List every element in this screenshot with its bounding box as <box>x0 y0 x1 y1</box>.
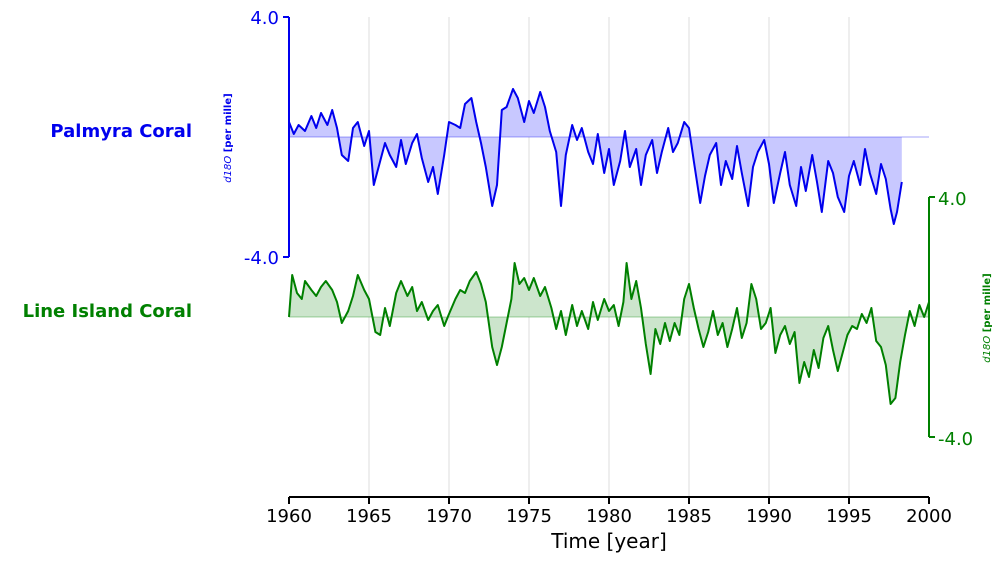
line-island-y-axis-label: d18O [per mille] <box>982 273 993 362</box>
x-tick-label: 2000 <box>906 506 952 527</box>
palmyra-row-label: Palmyra Coral <box>50 121 192 142</box>
line-island-y-tick-label-top: 4.0 <box>938 189 967 210</box>
line-island-fill <box>289 263 929 404</box>
palmyra-y-axis-label: d18O [per mille] <box>223 93 234 182</box>
line-island-line <box>288 262 930 405</box>
line-island-row-label: Line Island Coral <box>23 301 192 322</box>
series-fill-area <box>289 89 902 224</box>
palmyra-fill <box>289 89 902 224</box>
series-line <box>288 262 930 405</box>
baselines <box>289 136 929 318</box>
x-tick-label: 1990 <box>746 506 792 527</box>
palmyra-line <box>288 88 903 225</box>
series-fill-area <box>289 263 929 404</box>
x-axis-label: Time [year] <box>550 529 667 553</box>
x-tick-label: 1975 <box>506 506 552 527</box>
x-tick-label: 1980 <box>586 506 632 527</box>
x-tick-label: 1985 <box>666 506 712 527</box>
x-tick-label: 1965 <box>346 506 392 527</box>
x-tick-label: 1970 <box>426 506 472 527</box>
palmyra-y-tick-label-top: 4.0 <box>250 8 279 29</box>
series-line <box>288 88 903 225</box>
x-tick-label: 1995 <box>826 506 872 527</box>
palmyra-y-tick-label-bottom: -4.0 <box>244 248 279 269</box>
x-ticks: 1960 1965 1970 1975 1980 1985 1990 1995 2000 <box>266 497 952 527</box>
x-tick-label: 1960 <box>266 506 312 527</box>
line-island-y-tick-label-bottom: -4.0 <box>938 429 973 450</box>
grid-lines <box>368 17 850 497</box>
